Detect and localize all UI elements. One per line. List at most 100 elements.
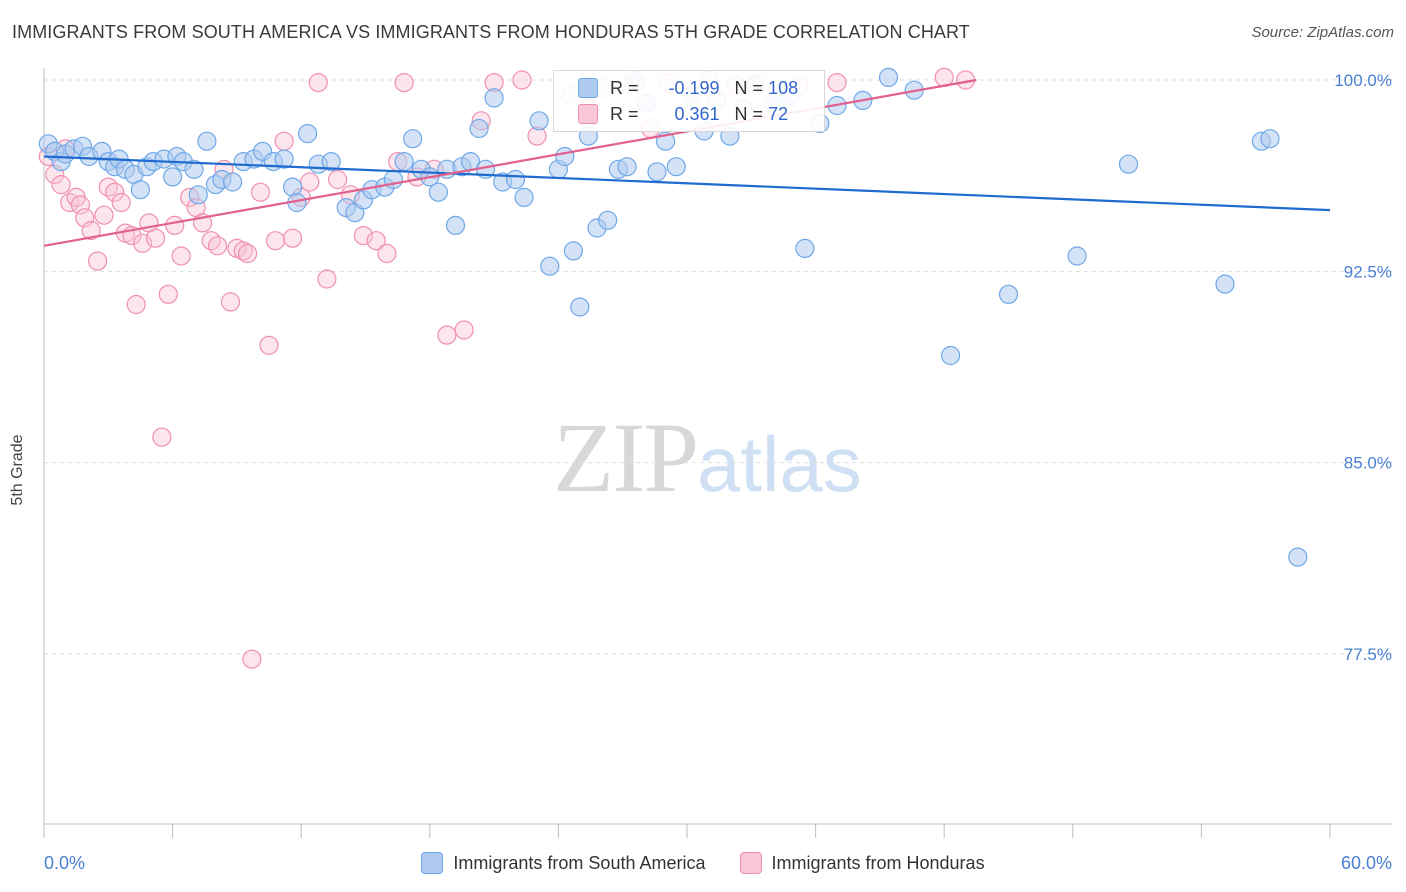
point-honduras (158, 284, 178, 304)
point-south-america (878, 67, 899, 88)
stats-row-south-america: R = -0.199 N = 108 (578, 75, 798, 101)
watermark-atlas: atlas (697, 420, 862, 508)
point-honduras (126, 294, 146, 315)
point-south-america (298, 124, 318, 144)
point-honduras (152, 427, 172, 447)
point-south-america (647, 162, 667, 182)
legend-swatch-blue (421, 852, 444, 874)
point-south-america (274, 149, 294, 169)
stats-r-value: 0.361 (674, 103, 720, 124)
point-honduras (105, 182, 125, 202)
point-south-america (998, 284, 1019, 304)
chart-title: IMMIGRANTS FROM SOUTH AMERICA VS IMMIGRA… (12, 22, 970, 42)
point-honduras (454, 320, 474, 340)
point-honduras (317, 269, 337, 289)
point-south-america (184, 159, 204, 179)
point-south-america (130, 180, 150, 200)
point-south-america (428, 182, 448, 202)
point-honduras (238, 243, 258, 264)
legend-item-honduras: Immigrants from Honduras (739, 852, 985, 874)
y-tick-label: 77.5% (1344, 645, 1392, 664)
point-south-america (617, 157, 637, 177)
trendline-south-america (43, 155, 1331, 212)
chart-legend: Immigrants from South America Immigrants… (0, 852, 1406, 874)
legend-label: Immigrants from Honduras (771, 852, 985, 873)
y-axis-label: 5th Grade (9, 434, 26, 506)
y-tick-label: 92.5% (1344, 262, 1392, 281)
point-south-america (940, 345, 961, 366)
point-south-america (321, 152, 341, 172)
point-honduras (165, 215, 185, 235)
point-honduras (366, 231, 386, 251)
point-south-america (514, 187, 534, 207)
point-honduras (353, 226, 373, 246)
stats-n-label: N = (734, 103, 764, 124)
x-tick-label-min: 0.0% (44, 853, 85, 873)
point-honduras (274, 131, 294, 151)
watermark: ZIPatlas (553, 400, 862, 515)
point-honduras (111, 192, 131, 213)
point-honduras (145, 228, 166, 248)
point-south-america (469, 118, 489, 139)
point-honduras (283, 228, 303, 248)
point-south-america (1260, 129, 1280, 149)
point-south-america (795, 238, 815, 258)
point-honduras (94, 205, 114, 225)
point-honduras (87, 251, 108, 271)
x-tick-label-max: 60.0% (1341, 853, 1392, 873)
point-south-america (1067, 246, 1087, 266)
point-honduras (437, 325, 457, 345)
point-south-america (505, 169, 526, 190)
point-honduras (201, 231, 221, 251)
point-south-america (666, 157, 686, 177)
point-south-america (403, 129, 423, 149)
point-honduras (98, 177, 118, 197)
point-south-america (1288, 547, 1308, 567)
point-south-america (570, 297, 590, 317)
point-honduras (265, 231, 286, 251)
point-south-america (484, 88, 504, 108)
point-south-america (563, 241, 584, 261)
legend-label: Immigrants from South America (453, 852, 706, 873)
point-south-america (529, 111, 549, 131)
point-south-america (540, 256, 560, 276)
stats-r-value: -0.199 (668, 77, 720, 98)
point-honduras (827, 72, 847, 93)
point-honduras (242, 649, 262, 669)
point-honduras (250, 182, 271, 202)
legend-item-south-america: Immigrants from South America (421, 852, 706, 874)
point-honduras (377, 243, 397, 264)
point-south-america (1215, 274, 1235, 294)
stats-row-honduras: R = 0.361 N = 72 (578, 101, 788, 127)
stats-box: R = -0.199 N = 108 R = 0.361 N = 72 (553, 70, 825, 132)
point-honduras (81, 220, 101, 241)
stats-r-label: R = (610, 103, 639, 124)
point-honduras (208, 236, 228, 256)
point-honduras (394, 72, 414, 93)
point-honduras (70, 195, 91, 215)
point-honduras (300, 172, 320, 192)
point-honduras (171, 246, 191, 266)
point-south-america (394, 152, 414, 172)
y-tick-label: 85.0% (1344, 454, 1392, 473)
stats-n-label: N = (734, 77, 764, 98)
point-honduras (51, 175, 71, 195)
stats-n-value: 108 (768, 77, 799, 98)
point-honduras (259, 335, 279, 355)
point-south-america (555, 146, 575, 167)
point-south-america (197, 131, 217, 151)
point-honduras (328, 169, 348, 190)
stats-r-label: R = (610, 77, 639, 98)
stats-swatch-blue (578, 78, 598, 98)
point-south-america (598, 210, 618, 230)
stats-swatch-pink (578, 104, 598, 124)
point-south-america (163, 167, 183, 187)
point-south-america (445, 215, 466, 235)
point-honduras (308, 72, 328, 93)
watermark-zip: ZIP (553, 402, 699, 513)
point-south-america (223, 172, 243, 192)
y-tick-label: 100.0% (1334, 71, 1392, 90)
chart-source: Source: ZipAtlas.com (1251, 24, 1394, 41)
point-south-america (188, 185, 208, 205)
